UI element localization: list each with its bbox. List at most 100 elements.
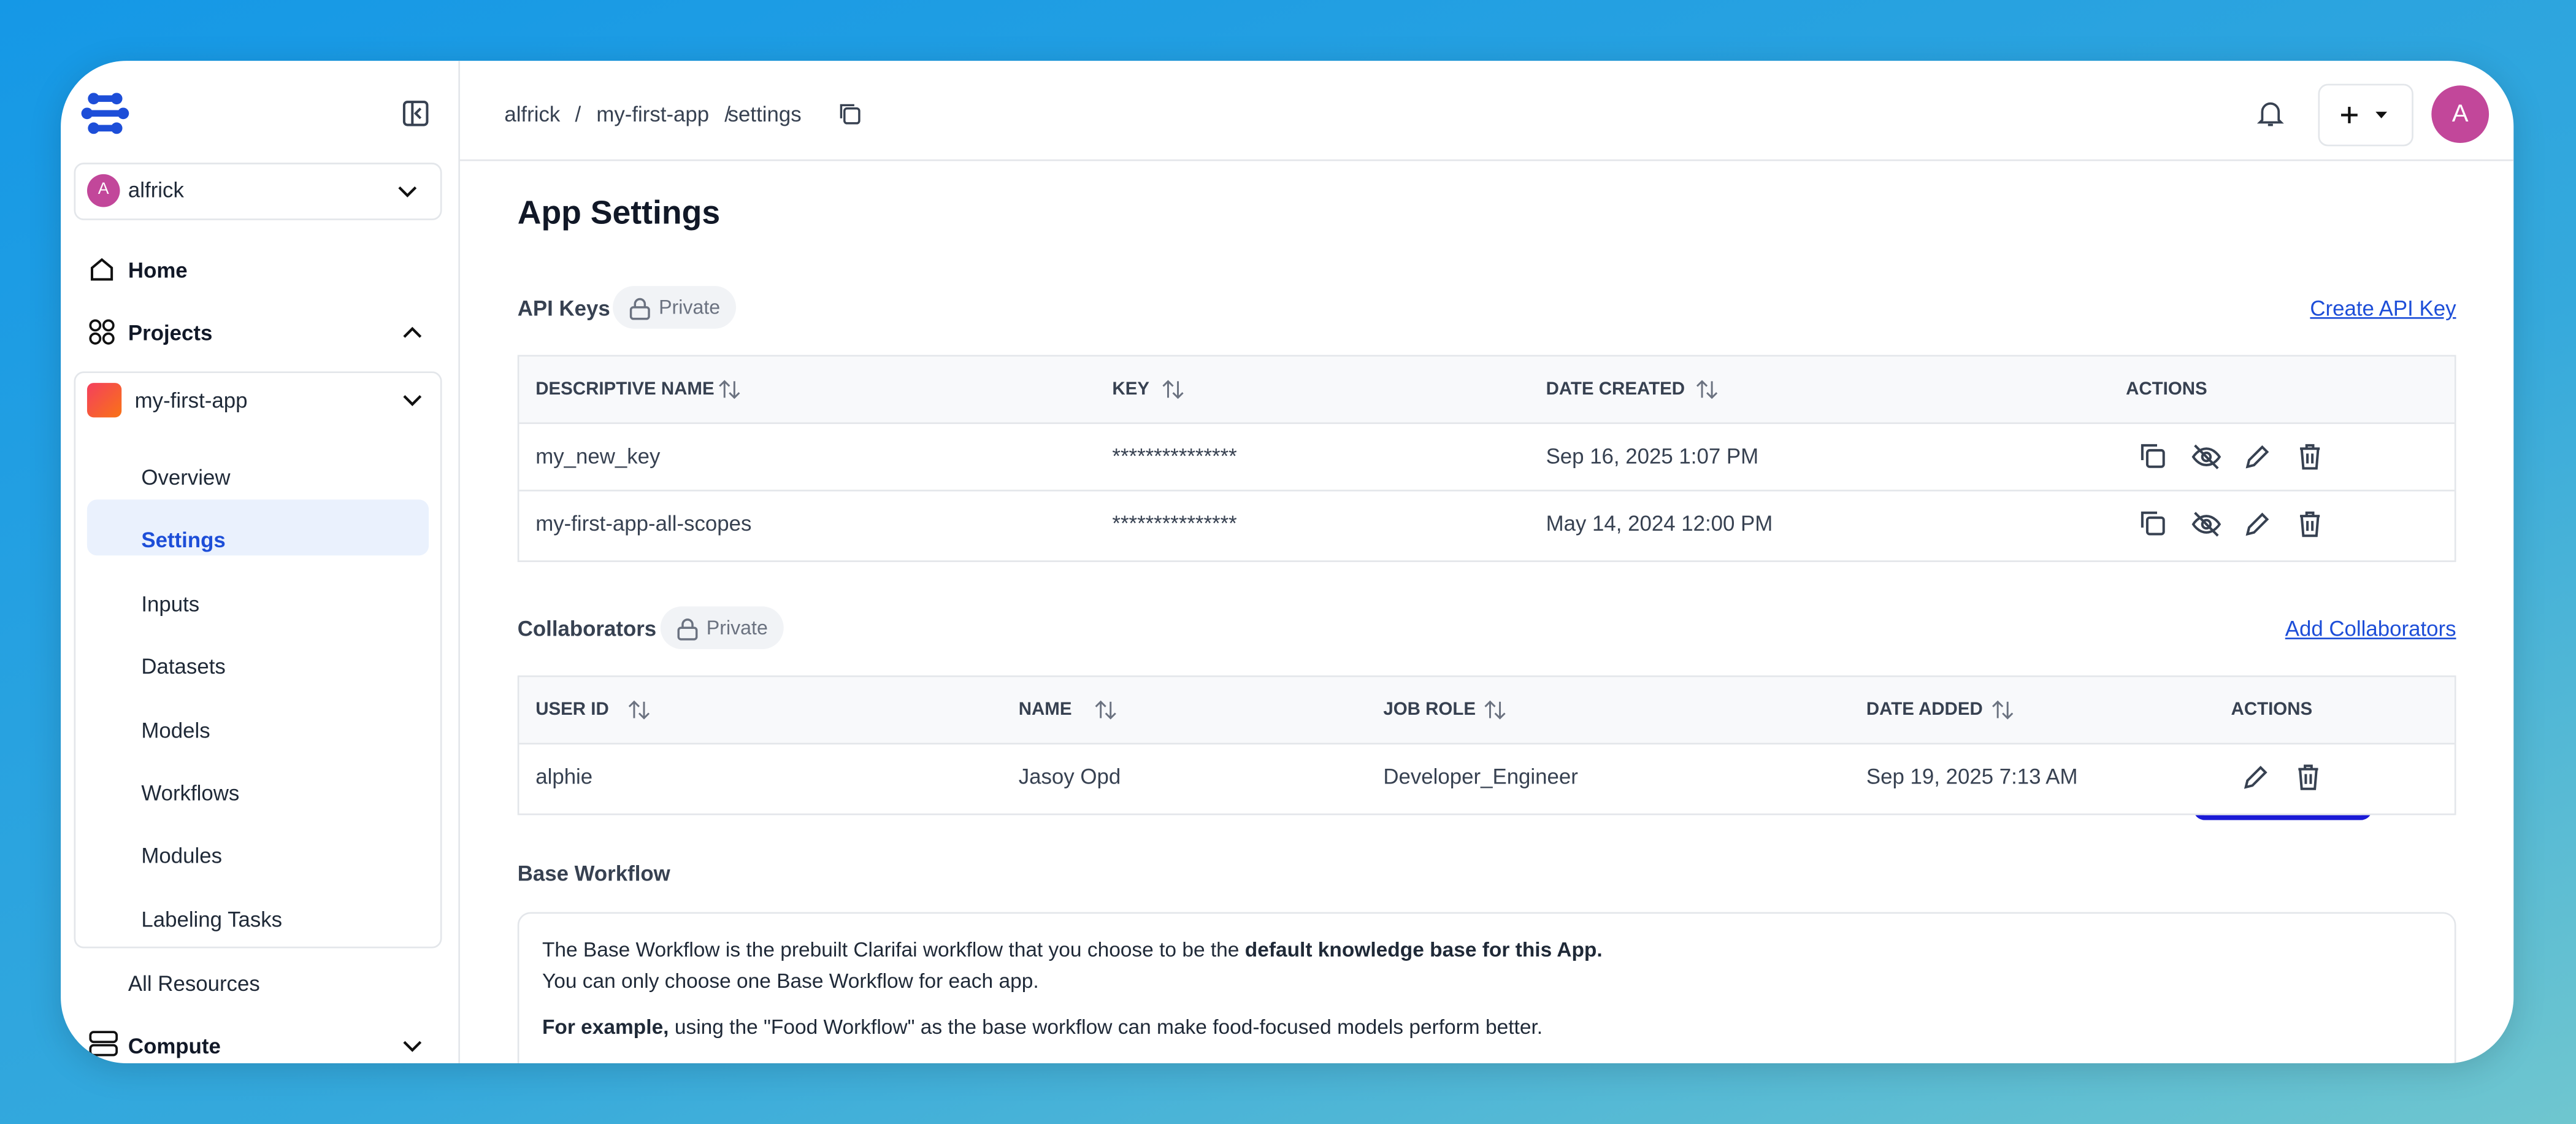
chevron <box>398 186 417 198</box>
action-edit[interactable] <box>2241 508 2274 541</box>
projects-icon <box>89 319 115 345</box>
sort-icon[interactable] <box>1162 380 1185 399</box>
action-edit[interactable] <box>2241 441 2274 474</box>
breadcrumb-separator: / <box>724 102 730 127</box>
sort-icon[interactable] <box>627 700 651 720</box>
collapse-sidebar[interactable] <box>401 99 431 128</box>
breadcrumb-separator: / <box>575 102 581 127</box>
column-header: JOB ROLE <box>1383 700 1476 720</box>
table-cell: alphie <box>535 764 593 789</box>
action-del[interactable] <box>2293 508 2326 541</box>
column-header: NAME <box>1018 700 1072 720</box>
nav-sub-item[interactable]: Modules <box>141 843 222 868</box>
text: For example, <box>542 1015 669 1039</box>
column-header: DATE ADDED <box>1866 700 1983 720</box>
section-title: Base Workflow <box>517 861 670 886</box>
breadcrumb-item[interactable]: settings <box>727 102 802 127</box>
org-name: alfrick <box>128 177 184 202</box>
notifications[interactable] <box>2256 99 2285 128</box>
project-name[interactable]: my-first-app <box>134 388 248 413</box>
text: using the "Food Workflow" as the base wo… <box>669 1015 1543 1039</box>
chevron <box>403 395 422 406</box>
app-window: A alfrick Home Projects my-first-app All… <box>61 61 2514 1064</box>
table-cell: Sep 19, 2025 7:13 AM <box>1866 764 2078 789</box>
action-hide[interactable] <box>2189 441 2222 474</box>
project-icon <box>86 383 122 418</box>
column-header: DATE CREATED <box>1546 379 1685 399</box>
row-divider <box>519 422 2455 425</box>
column-header: ACTIONS <box>2126 379 2207 399</box>
table-cell: May 14, 2024 12:00 PM <box>1546 511 1773 536</box>
row-divider <box>519 490 2455 491</box>
action-copy[interactable] <box>2137 508 2171 541</box>
breadcrumb-item[interactable]: alfrick <box>504 102 561 127</box>
action-hide[interactable] <box>2189 508 2222 541</box>
user-avatar[interactable]: A <box>2431 85 2490 144</box>
org-selector[interactable] <box>74 163 442 220</box>
nav-sub-item[interactable]: Overview <box>141 465 231 490</box>
row-divider <box>519 742 2455 745</box>
text: You can only choose one Base Workflow fo… <box>542 969 1039 993</box>
table-cell: Jasoy Opd <box>1018 764 1121 789</box>
table-cell: Sep 16, 2025 1:07 PM <box>1546 444 1759 469</box>
paragraph: The Base Workflow is the prebuilt Clarif… <box>542 938 1603 961</box>
top-bar <box>460 61 2514 161</box>
logo <box>81 93 129 134</box>
action-del[interactable] <box>2293 441 2326 474</box>
sort-icon[interactable] <box>718 380 742 399</box>
action-del[interactable] <box>2291 761 2324 794</box>
home-icon <box>90 258 113 281</box>
project-panel <box>74 371 442 949</box>
table-cell: *************** <box>1112 444 1237 469</box>
chevron <box>403 1041 422 1052</box>
chevron <box>403 326 422 338</box>
nav-home[interactable]: Home <box>128 258 188 283</box>
column-header: DESCRIPTIVE NAME <box>535 379 715 399</box>
nav-sub-item[interactable]: Models <box>141 718 210 743</box>
nav-sub-item[interactable]: Labeling Tasks <box>141 907 283 932</box>
table-cell: Developer_Engineer <box>1383 764 1578 789</box>
table-cell: my-first-app-all-scopes <box>535 511 752 536</box>
sort-icon[interactable] <box>1094 700 1117 720</box>
nav-sub-item[interactable]: Inputs <box>141 591 200 617</box>
copy-path[interactable] <box>838 102 861 125</box>
sort-icon[interactable] <box>1484 700 1507 720</box>
table-cell: my_new_key <box>535 444 661 469</box>
workflow-box <box>517 912 2456 1064</box>
section-action[interactable]: Create API Key <box>2310 296 2456 321</box>
breadcrumb-item[interactable]: my-first-app <box>596 102 710 127</box>
table-header-bg <box>519 677 2455 743</box>
nav-all-resources[interactable]: All Resources <box>128 971 260 996</box>
page-title: App Settings <box>517 195 721 232</box>
section-title: Collaborators <box>517 616 657 641</box>
text: The Base Workflow is the prebuilt Clarif… <box>542 938 1245 961</box>
paragraph: For example, using the "Food Workflow" a… <box>542 1015 1543 1039</box>
nav-sub-item[interactable]: Workflows <box>141 780 240 806</box>
sidebar: A alfrick Home Projects my-first-app All… <box>61 61 461 1064</box>
table-header-bg <box>519 356 2455 423</box>
action-edit[interactable] <box>2239 761 2272 794</box>
active-item-bg <box>86 499 429 556</box>
text: default knowledge base for this App. <box>1244 938 1603 961</box>
lock-icon <box>677 618 698 641</box>
sort-icon[interactable] <box>1695 380 1719 399</box>
nav-compute[interactable]: Compute <box>128 1033 221 1059</box>
org-avatar: A <box>86 174 120 207</box>
nav-sub-item[interactable]: Datasets <box>141 654 226 679</box>
action-copy[interactable] <box>2137 441 2171 474</box>
nav-sub-item[interactable]: Settings <box>141 527 226 553</box>
compute-icon <box>89 1031 118 1057</box>
section-title: API Keys <box>517 296 610 321</box>
column-header: KEY <box>1112 379 1150 399</box>
lock-icon <box>629 298 650 320</box>
create-menu[interactable] <box>2318 83 2413 147</box>
column-header: USER ID <box>535 700 609 720</box>
sort-icon[interactable] <box>1991 700 2014 720</box>
table-cell: *************** <box>1112 511 1237 536</box>
nav-projects[interactable]: Projects <box>128 320 213 345</box>
paragraph: You can only choose one Base Workflow fo… <box>542 969 1039 993</box>
section-action[interactable]: Add Collaborators <box>2285 616 2456 641</box>
column-header: ACTIONS <box>2231 700 2313 720</box>
